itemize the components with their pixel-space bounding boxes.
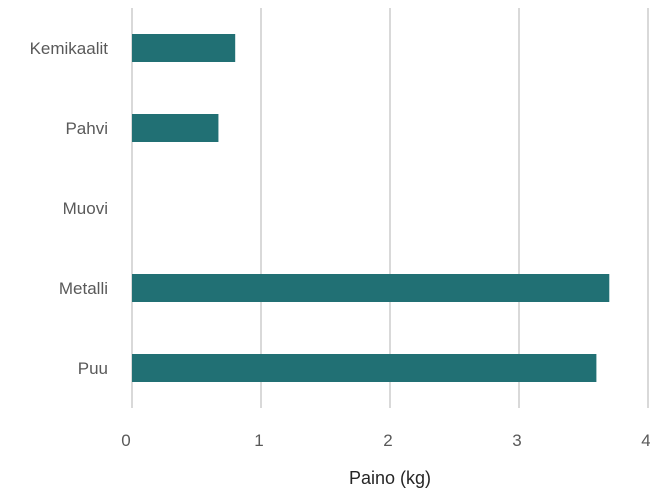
- grid-lines: [131, 8, 649, 408]
- x-tick-labels: 0 1 2 3 4: [121, 431, 650, 450]
- category-label: Metalli: [59, 279, 108, 298]
- category-label: Pahvi: [65, 119, 108, 138]
- x-tick-label: 3: [512, 431, 521, 450]
- category-label: Kemikaalit: [30, 39, 109, 58]
- x-tick-label: 1: [254, 431, 263, 450]
- bar-pahvi: [132, 114, 219, 142]
- bar-metalli: [132, 274, 610, 302]
- x-tick-label: 2: [383, 431, 392, 450]
- bar-puu: [132, 354, 597, 382]
- x-tick-label: 0: [121, 431, 130, 450]
- category-label: Puu: [78, 359, 108, 378]
- bar-kemikaalit: [132, 34, 236, 62]
- x-tick-label: 4: [641, 431, 650, 450]
- category-label: Muovi: [63, 199, 108, 218]
- bars: [132, 34, 610, 382]
- category-labels: Kemikaalit Pahvi Muovi Metalli Puu: [30, 39, 109, 378]
- x-axis-title: Paino (kg): [349, 468, 431, 488]
